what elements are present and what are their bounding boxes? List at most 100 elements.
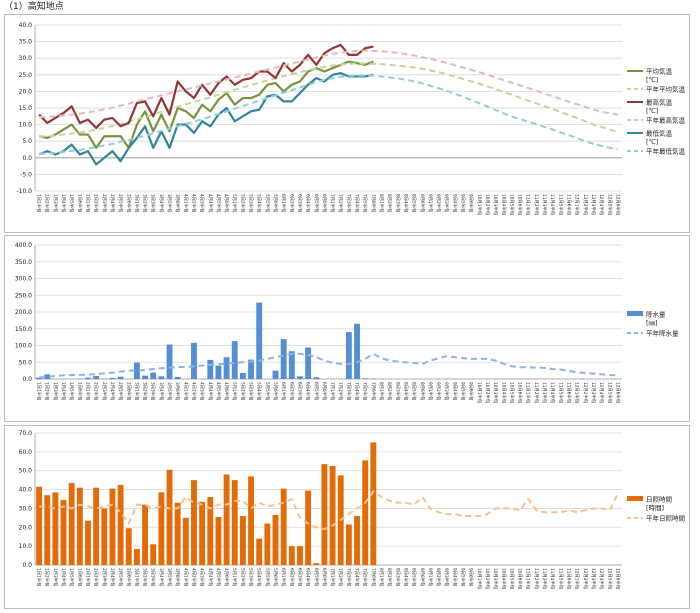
x-tick-label: 8月1半旬 — [378, 194, 385, 213]
x-tick-label: 5月2半旬 — [239, 382, 246, 401]
bar-日照時間 — [370, 442, 377, 565]
bar-日照時間 — [191, 480, 197, 565]
x-tick-label: 12月3半旬 — [590, 568, 597, 590]
bar-降水量 — [297, 376, 303, 379]
bar-降水量 — [313, 377, 320, 379]
y-tick-label: 350.0 — [15, 259, 32, 266]
x-tick-label: 12月2半旬 — [582, 194, 589, 216]
bar-日照時間 — [125, 528, 132, 565]
x-tick-label: 11月2半旬 — [533, 382, 540, 404]
bar-降水量 — [117, 376, 124, 379]
x-tick-label: 9月2半旬 — [435, 568, 442, 587]
y-tick-label: 20.0 — [19, 524, 33, 531]
x-tick-label: 6月4半旬 — [305, 194, 312, 213]
bar-日照時間 — [52, 492, 59, 565]
x-tick-label: 12月5半旬 — [606, 568, 613, 590]
x-tick-label: 5月3半旬 — [248, 194, 255, 213]
bar-日照時間 — [207, 497, 214, 565]
bar-降水量 — [207, 359, 214, 379]
x-tick-label: 10月2半旬 — [484, 568, 491, 590]
bar-日照時間 — [93, 487, 100, 565]
y-tick-label: 100.0 — [15, 343, 32, 350]
x-tick-label: 2月1半旬 — [84, 382, 91, 401]
x-tick-label: 3月3半旬 — [150, 568, 157, 587]
y-tick-label: 70.0 — [19, 430, 33, 437]
bar-日照時間 — [142, 504, 148, 565]
bar-日照時間 — [239, 515, 246, 565]
x-tick-label: 1月2半旬 — [44, 194, 51, 213]
x-tick-label: 7月1半旬 — [329, 194, 336, 213]
x-tick-label: 5月5半旬 — [264, 382, 271, 401]
x-tick-label: 2月3半旬 — [101, 568, 108, 587]
line-平年最高気温 — [39, 49, 619, 118]
x-tick-label: 9月3半旬 — [443, 568, 450, 587]
bar-降水量 — [305, 347, 312, 379]
legend-label: 平年日照時間 — [646, 514, 685, 523]
bar-日照時間 — [264, 523, 271, 565]
x-tick-label: 11月5半旬 — [557, 194, 564, 216]
x-tick-label: 11月3半旬 — [541, 568, 548, 590]
x-tick-label: 6月2半旬 — [288, 382, 295, 401]
x-tick-label: 2月1半旬 — [84, 568, 91, 587]
x-tick-label: 4月6半旬 — [223, 194, 230, 213]
x-tick-label: 10月6半旬 — [517, 568, 524, 590]
legend-unit: [℃] — [646, 107, 658, 115]
x-tick-label: 3月1半旬 — [133, 382, 140, 401]
x-tick-label: 2月6半旬 — [125, 382, 132, 401]
bar-降水量 — [239, 372, 246, 379]
line-最低気温 — [38, 72, 374, 166]
x-tick-label: 5月6半旬 — [272, 194, 279, 213]
x-tick-label: 6月5半旬 — [313, 194, 320, 213]
bar-日照時間 — [68, 482, 75, 565]
x-tick-label: 11月3半旬 — [541, 382, 548, 404]
bar-降水量 — [142, 375, 148, 379]
x-tick-label: 4月3半旬 — [199, 382, 206, 401]
x-tick-label: 7月3半旬 — [345, 194, 352, 213]
x-tick-label: 8月4半旬 — [402, 194, 409, 213]
x-tick-label: 10月1半旬 — [476, 382, 483, 404]
bar-日照時間 — [36, 486, 43, 565]
x-tick-label: 4月5半旬 — [215, 194, 222, 213]
x-tick-label: 8月2半旬 — [386, 194, 393, 213]
x-tick-label: 4月4半旬 — [207, 194, 214, 213]
x-tick-label: 8月6半旬 — [419, 194, 426, 213]
x-tick-label: 8月3半旬 — [394, 194, 401, 213]
x-tick-label: 8月3半旬 — [394, 382, 401, 401]
bar-日照時間 — [272, 515, 279, 565]
bar-日照時間 — [256, 538, 263, 565]
x-tick-label: 8月1半旬 — [378, 382, 385, 401]
x-tick-label: 2月3半旬 — [101, 194, 108, 213]
x-tick-label: 6月6半旬 — [321, 382, 328, 401]
bar-日照時間 — [297, 546, 303, 565]
x-tick-label: 6月3半旬 — [296, 382, 303, 401]
x-tick-label: 5月4半旬 — [256, 194, 263, 213]
bar-日照時間 — [215, 516, 222, 565]
bar-降水量 — [280, 339, 287, 379]
y-tick-label: 400.0 — [15, 242, 32, 249]
y-tick-label: 0.0 — [22, 376, 32, 383]
line-平年最低気温 — [39, 74, 619, 155]
x-tick-label: 2月3半旬 — [101, 382, 108, 401]
line-平年降水量 — [39, 352, 619, 379]
x-tick-label: 12月5半旬 — [606, 382, 613, 404]
x-tick-label: 11月4半旬 — [549, 194, 556, 216]
x-tick-label: 6月6半旬 — [321, 568, 328, 587]
x-tick-label: 12月3半旬 — [590, 194, 597, 216]
x-tick-label: 10月3半旬 — [492, 382, 499, 404]
x-tick-label: 12月1半旬 — [574, 194, 581, 216]
bar-降水量 — [93, 375, 100, 379]
x-tick-label: 11月2半旬 — [533, 194, 540, 216]
sunshine-chart-panel: 0.0 10.0 20.0 30.0 40.0 50.0 60.0 70.0 1月1半旬 1月2半… — [4, 425, 690, 609]
bar-日照時間 — [158, 492, 165, 565]
x-tick-label: 1月3半旬 — [52, 568, 59, 587]
x-tick-label: 9月1半旬 — [427, 568, 434, 587]
x-tick-label: 6月5半旬 — [313, 382, 320, 401]
x-tick-label: 7月3半旬 — [345, 382, 352, 401]
legend-unit: [℃] — [646, 76, 658, 84]
y-tick-label: 60.0 — [19, 449, 33, 456]
precipitation-chart: 0.0 50.0 100.0 150.0 200.0 250.0 300.0 350.0 400… — [15, 242, 679, 404]
legend-unit: [㎜] — [646, 319, 658, 327]
bar-日照時間 — [133, 548, 140, 565]
bar-日照時間 — [85, 520, 91, 565]
line-最高気温 — [38, 43, 374, 130]
